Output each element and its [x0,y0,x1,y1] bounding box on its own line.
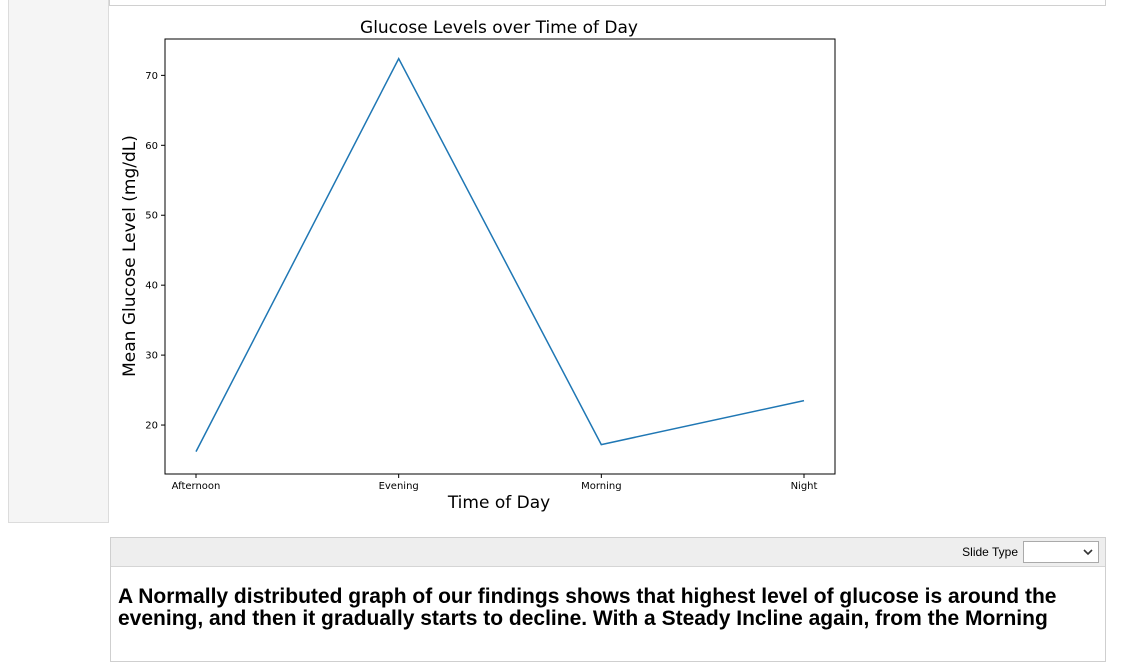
slide-type-select[interactable] [1023,541,1099,563]
markdown-heading: A Normally distributed graph of our find… [118,585,1057,630]
x-tick-label: Morning [581,481,621,492]
y-tick-label: 30 [145,351,158,362]
y-tick-label: 40 [145,281,158,292]
glucose-line-chart: Glucose Levels over Time of Day 20 30 40 50… [120,18,836,513]
slide-toolbar: Slide Type [111,538,1105,567]
y-tick-label: 60 [145,141,158,152]
plot-area [164,38,836,475]
markdown-cell[interactable]: Slide Type A Normally distributed graph … [110,537,1106,662]
chart-title: Glucose Levels over Time of Day [360,18,638,38]
x-tick-label: Night [791,481,818,492]
slide-type-label: Slide Type [962,545,1018,559]
y-tick-label: 50 [145,211,158,222]
chevron-down-icon [1083,549,1093,556]
y-axis-label: Mean Glucose Level (mg/dL) [120,135,140,377]
x-tick-label: Afternoon [172,481,221,492]
series-line [195,56,805,452]
previous-output-frame [109,0,1106,6]
y-axis-ticks: 20 30 40 50 60 70 [145,71,165,432]
x-tick-label: Evening [379,481,419,492]
y-tick-label: 20 [145,421,158,432]
markdown-body: A Normally distributed graph of our find… [111,567,1105,630]
x-axis-ticks: Afternoon Evening Morning Night [172,474,818,492]
y-tick-label: 70 [145,71,158,82]
x-axis-label: Time of Day [447,493,550,513]
cell-prompt-gutter [8,0,109,523]
